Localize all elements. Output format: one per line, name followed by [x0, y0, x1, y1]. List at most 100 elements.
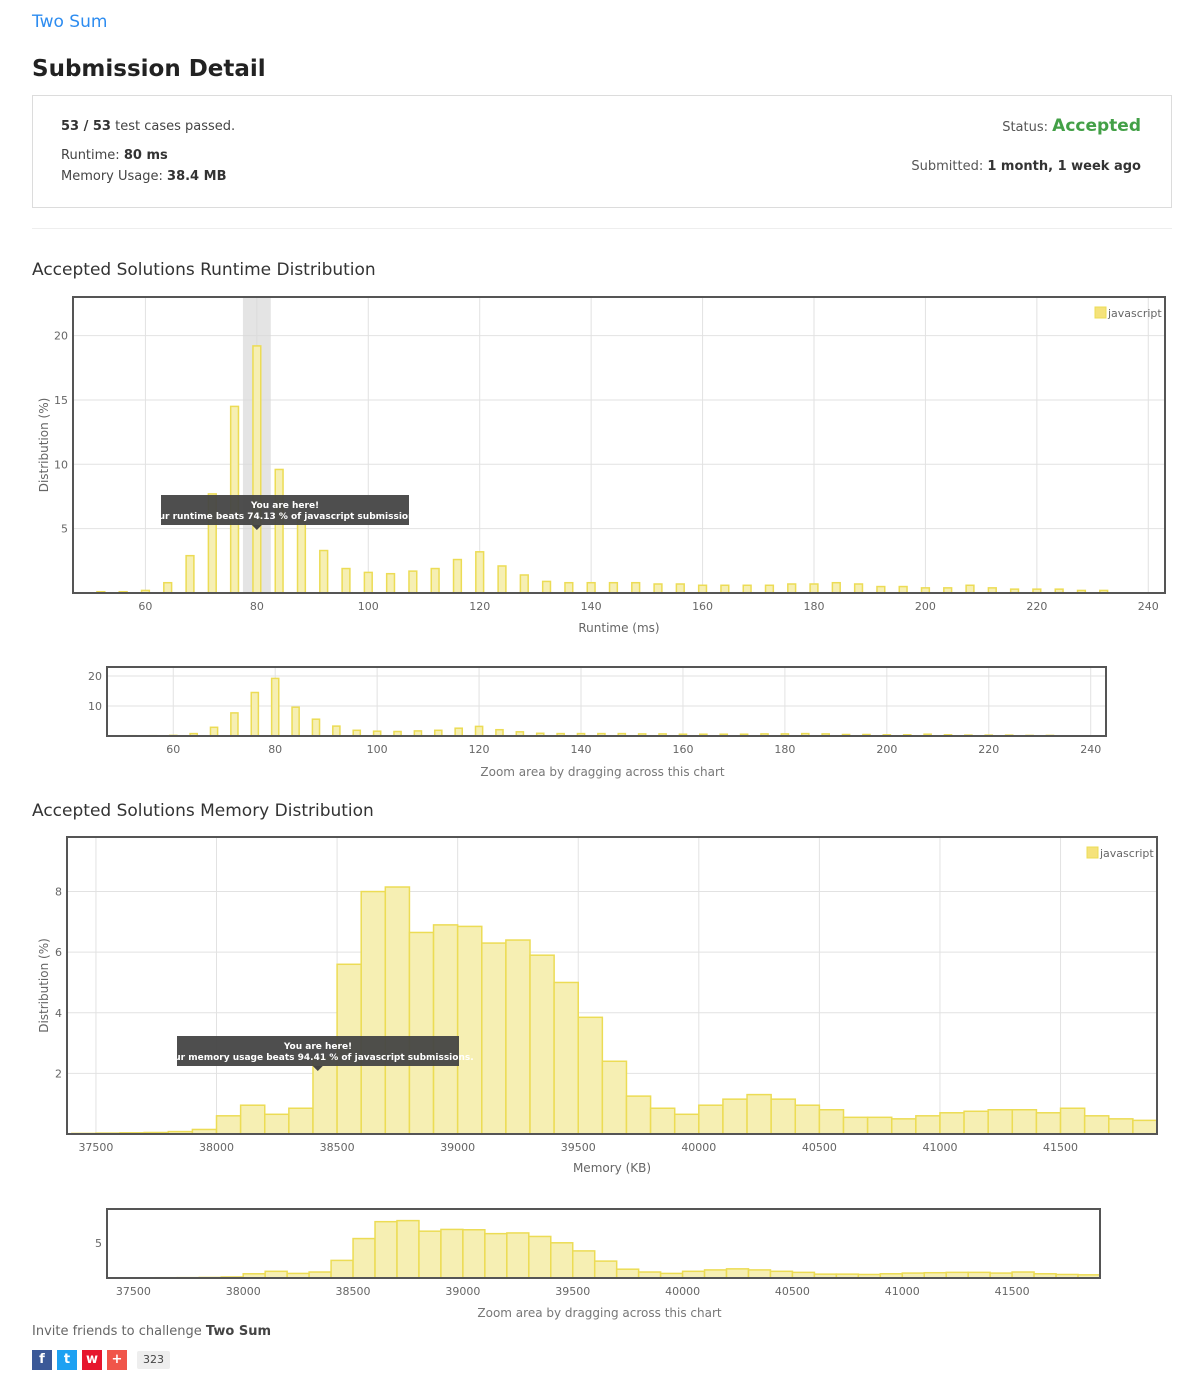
- bar: [1108, 1118, 1134, 1135]
- bar: [866, 1116, 893, 1135]
- zoom-hint: Zoom area by dragging across this chart: [477, 1306, 722, 1320]
- y-axis-label: Distribution (%): [37, 398, 51, 493]
- y-tick-label: 5: [95, 1237, 102, 1250]
- y-tick-label: 15: [54, 394, 68, 407]
- plus-icon[interactable]: +: [107, 1350, 127, 1370]
- tooltip-title: You are here!: [250, 501, 319, 511]
- legend-swatch: [1086, 846, 1099, 859]
- y-tick-label: 20: [88, 670, 102, 683]
- bar: [675, 583, 685, 594]
- x-tick-label: 38000: [226, 1285, 261, 1298]
- x-tick-label: 220: [1026, 600, 1047, 613]
- bar: [263, 1113, 290, 1135]
- x-tick-label: 41000: [885, 1285, 920, 1298]
- submitted-line: Submitted: 1 month, 1 week ago: [911, 159, 1141, 174]
- twitter-icon[interactable]: t: [57, 1350, 77, 1370]
- invite-line: Invite friends to challenge Two Sum: [32, 1324, 271, 1339]
- x-tick-label: 220: [978, 743, 999, 756]
- bar: [230, 712, 239, 737]
- x-tick-label: 200: [876, 743, 897, 756]
- bar: [264, 1270, 288, 1279]
- memory-section-title: Accepted Solutions Memory Distribution: [32, 801, 374, 821]
- bar: [456, 925, 483, 1135]
- bar: [319, 549, 329, 594]
- bar: [720, 584, 730, 594]
- bar: [163, 581, 173, 594]
- bar: [296, 520, 307, 594]
- x-tick-label: 40000: [681, 1141, 716, 1154]
- x-tick-label: 39500: [555, 1285, 590, 1298]
- bar: [374, 1220, 398, 1279]
- y-tick-label: 4: [55, 1007, 62, 1020]
- x-tick-label: 38000: [199, 1141, 234, 1154]
- facebook-icon[interactable]: f: [32, 1350, 52, 1370]
- bar: [396, 1219, 420, 1279]
- zoom-hint: Zoom area by dragging across this chart: [480, 765, 725, 779]
- bar: [185, 554, 195, 594]
- bar: [564, 581, 574, 594]
- submitted-value: 1 month, 1 week ago: [987, 159, 1141, 174]
- bar: [291, 706, 300, 737]
- chart-2: 37500 38000 38500 39000 39500 40000 40500 41000…: [37, 836, 1158, 1175]
- x-tick-label: 60: [166, 743, 180, 756]
- x-tick-label: 160: [692, 600, 713, 613]
- bar: [915, 1115, 941, 1135]
- invite-problem: Two Sum: [205, 1324, 271, 1339]
- problem-title-link[interactable]: Two Sum: [32, 12, 108, 32]
- submission-summary-card: 53 / 53 test cases passed. Runtime: 80 m…: [32, 95, 1172, 208]
- x-tick-label: 40000: [665, 1285, 700, 1298]
- bar: [1035, 1112, 1062, 1135]
- bar: [462, 1229, 486, 1279]
- tooltip-title: You are here!: [283, 1042, 352, 1052]
- bar: [528, 1235, 552, 1279]
- bar: [697, 584, 708, 594]
- bar: [332, 725, 341, 737]
- bar: [352, 1237, 376, 1279]
- x-tick-label: 120: [469, 600, 490, 613]
- bar: [987, 1109, 1014, 1135]
- bar: [764, 584, 775, 594]
- bar: [384, 886, 411, 1135]
- test-cases-suffix: test cases passed.: [115, 119, 236, 134]
- bar: [341, 567, 351, 594]
- status-line: Status: Accepted: [1002, 116, 1141, 136]
- legend-label: javascript: [1099, 847, 1154, 860]
- x-tick-label: 100: [358, 600, 379, 613]
- bar: [215, 1115, 242, 1135]
- bar: [673, 1113, 700, 1135]
- distribution-charts[interactable]: 60 80 100 120 140 160 180 200 220 2405101520Runti…: [0, 0, 1200, 1320]
- bar: [497, 565, 507, 594]
- x-tick-label: 41500: [995, 1285, 1030, 1298]
- bar: [408, 931, 435, 1135]
- bar: [288, 1107, 314, 1135]
- tooltip-box: [177, 1036, 459, 1066]
- plot-frame: [106, 1208, 1101, 1279]
- bar: [963, 1110, 989, 1135]
- x-tick-label: 100: [367, 743, 388, 756]
- bar: [418, 1230, 442, 1279]
- bar: [454, 727, 464, 737]
- x-tick-label: 240: [1138, 600, 1159, 613]
- bar: [615, 1268, 640, 1279]
- submitted-label: Submitted:: [911, 159, 984, 174]
- bar: [601, 1060, 628, 1135]
- bar: [360, 890, 387, 1135]
- bar: [698, 1104, 724, 1135]
- x-tick-label: 38500: [336, 1285, 371, 1298]
- bar: [586, 581, 596, 594]
- bar: [209, 726, 219, 737]
- chart-3: 37500 38000 38500 39000 39500 40000 40500 41000…: [95, 1208, 1101, 1320]
- test-cases-count: 53 / 53: [61, 119, 111, 134]
- bar: [506, 1232, 530, 1279]
- x-tick-label: 39000: [445, 1285, 480, 1298]
- bar: [703, 1269, 728, 1279]
- weibo-icon[interactable]: w: [82, 1350, 102, 1370]
- x-tick-label: 200: [915, 600, 936, 613]
- x-tick-label: 120: [469, 743, 490, 756]
- bar: [794, 1104, 821, 1135]
- invite-prefix: Invite friends to challenge: [32, 1324, 202, 1339]
- runtime-label: Runtime:: [61, 148, 120, 163]
- x-tick-label: 160: [672, 743, 693, 756]
- bar: [747, 1269, 772, 1279]
- tooltip-text: Your memory usage beats 94.41 % of javas…: [161, 1053, 473, 1063]
